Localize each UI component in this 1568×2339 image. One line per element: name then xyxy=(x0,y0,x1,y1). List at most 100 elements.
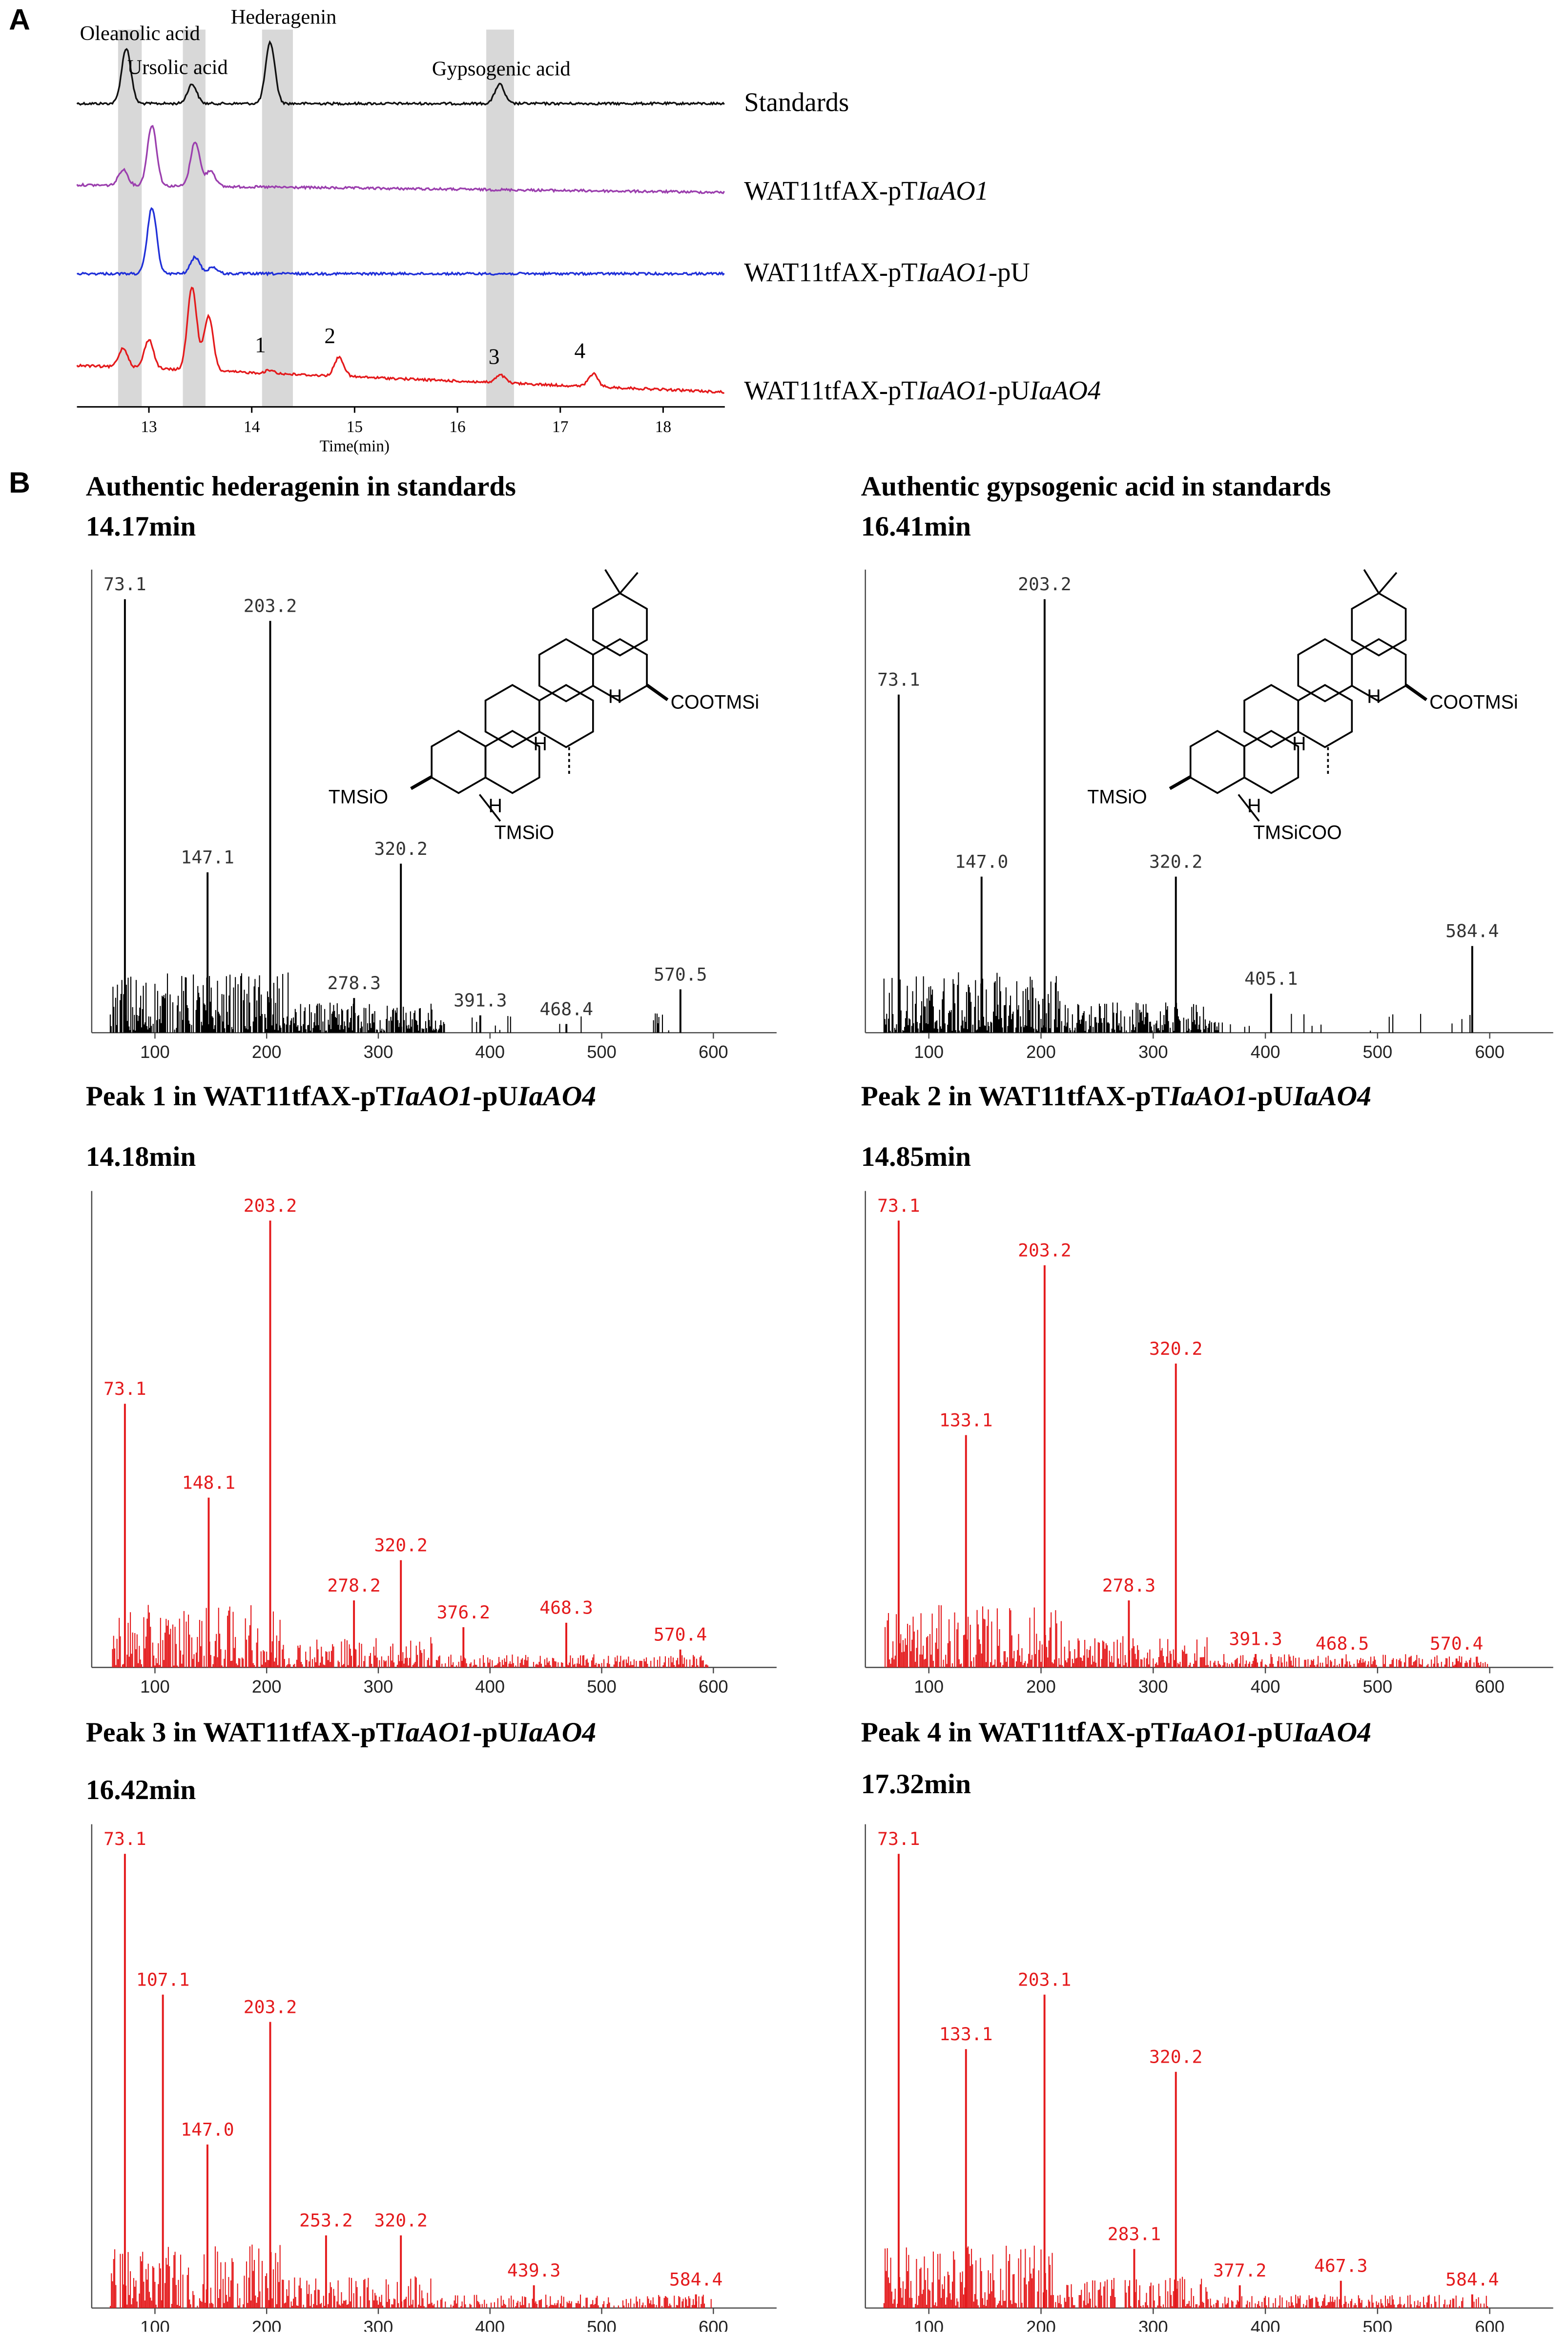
peak-label: 253.2 xyxy=(299,2210,352,2231)
peak-label: 73.1 xyxy=(877,1828,920,1849)
x-tick-label: 400 xyxy=(475,2317,505,2332)
peak-label: 147.0 xyxy=(955,851,1008,872)
label-part: -pU xyxy=(473,1081,518,1112)
x-tick-label: 500 xyxy=(587,1677,617,1697)
label-part: Peak 4 in WAT11tfAX-pT xyxy=(861,1717,1170,1748)
highlight-band xyxy=(262,29,293,407)
highlight-band xyxy=(486,29,514,407)
wedge-bond xyxy=(1404,683,1427,702)
x-tick-label: 13 xyxy=(141,418,157,436)
x-tick-label: 500 xyxy=(587,1042,617,1062)
x-tick-label: 200 xyxy=(1026,1042,1056,1062)
label-part: IaAO4 xyxy=(517,1081,596,1112)
peak-label: 320.2 xyxy=(374,838,427,859)
label-part: IaAO1 xyxy=(917,176,989,206)
x-tick-label: 100 xyxy=(914,2317,944,2332)
hydrogen-label: H xyxy=(489,795,502,817)
x-tick-label: 400 xyxy=(1251,1042,1280,1062)
hydrogen-label: H xyxy=(1367,685,1381,707)
substituent-label: TMSiCOO xyxy=(1253,822,1342,843)
peak-label: 278.2 xyxy=(327,1575,380,1596)
ring xyxy=(592,592,648,657)
x-tick-label: 600 xyxy=(699,2317,728,2332)
x-tick-label: 400 xyxy=(475,1677,505,1697)
x-tick-label: 500 xyxy=(587,2317,617,2332)
x-tick-label: 400 xyxy=(1251,2317,1280,2332)
peak-label: 278.3 xyxy=(1102,1575,1155,1596)
trace-line xyxy=(76,124,725,194)
x-tick-label: 17 xyxy=(552,418,568,436)
ring xyxy=(1351,638,1407,703)
wedge-bond xyxy=(1169,775,1192,790)
wedge-bond xyxy=(410,775,433,790)
spectrum-time: 16.42min xyxy=(86,1775,196,1805)
compound-label: Gypsogenic acid xyxy=(432,58,571,81)
peak-label: 570.4 xyxy=(1430,1633,1483,1654)
x-tick-label: 500 xyxy=(1363,1042,1393,1062)
x-tick-label: 18 xyxy=(655,418,671,436)
ring xyxy=(431,729,487,794)
spectrum-title: Peak 3 in WAT11tfAX-pTIaAO1-pUIaAO4 xyxy=(86,1717,596,1748)
ring xyxy=(1297,638,1353,703)
trace-label: Standards xyxy=(744,87,849,117)
spectrum-time: 14.17min xyxy=(86,511,196,542)
panel-label-b: B xyxy=(9,466,30,499)
x-tick-label: 500 xyxy=(1363,1677,1393,1697)
panel-a-chromatogram: 13 14 15 16 17 18Time(min)StandardsWAT11tfAX-… xyxy=(76,5,1101,455)
substituent-label: TMSiO xyxy=(329,787,388,808)
peak-label: 203.2 xyxy=(244,596,297,617)
trace-label: WAT11tfAX-pTIaAO1-pU xyxy=(744,257,1030,287)
ring xyxy=(484,729,540,794)
x-tick-label: 600 xyxy=(699,1042,728,1062)
peak-label: 203.2 xyxy=(244,1996,297,2017)
spectrum-title: Peak 4 in WAT11tfAX-pTIaAO1-pUIaAO4 xyxy=(861,1717,1371,1748)
label-part: WAT11tfAX-pT xyxy=(744,257,917,287)
label-part: -pU xyxy=(473,1717,518,1748)
methyl-bond xyxy=(604,569,621,594)
x-tick-label: 300 xyxy=(1138,1677,1168,1697)
trace-label: WAT11tfAX-pTIaAO1 xyxy=(744,176,989,206)
ring xyxy=(538,684,594,748)
x-tick-label: 500 xyxy=(1363,2317,1393,2332)
x-tick-label: 15 xyxy=(347,418,363,436)
peak-label: 584.4 xyxy=(1445,921,1499,942)
x-tick-label: 300 xyxy=(1138,2317,1168,2332)
trace-line xyxy=(77,207,725,277)
peak-label: 73.1 xyxy=(103,1378,146,1399)
peak-label: 203.1 xyxy=(1018,1969,1071,1990)
label-part: IaAO4 xyxy=(517,1717,596,1748)
peak-label: 203.2 xyxy=(244,1195,297,1216)
x-tick-label: 200 xyxy=(252,1677,282,1697)
x-tick-label: 14 xyxy=(244,418,260,436)
peak-number-label: 4 xyxy=(574,338,585,363)
x-tick-label: 300 xyxy=(364,1677,393,1697)
substituent-label: TMSiO xyxy=(1087,787,1147,808)
x-tick-label: 100 xyxy=(140,2317,170,2332)
ring xyxy=(1243,729,1300,794)
peak-label: 468.3 xyxy=(539,1597,593,1618)
methyl-bond xyxy=(1363,569,1380,594)
peak-label: 203.2 xyxy=(1018,1240,1071,1261)
label-part: Authentic hederagenin in standards xyxy=(86,471,516,502)
label-part: IaAO4 xyxy=(1293,1081,1371,1112)
spectrum-panel: Authentic hederagenin in standards 14.17m… xyxy=(86,471,777,1062)
chemical-structure: COOTMSi TMSiO TMSiCOO H H H xyxy=(1087,569,1518,843)
peak-label: 203.2 xyxy=(1018,574,1071,595)
peak-label: 376.2 xyxy=(437,1602,490,1623)
spectrum-panel: Peak 3 in WAT11tfAX-pTIaAO1-pUIaAO4 16.42… xyxy=(86,1717,777,2337)
panel-b-mass-spectra: Authentic hederagenin in standards 14.17m… xyxy=(86,471,1553,2337)
hydrogen-label: H xyxy=(1247,795,1261,817)
x-tick-label: 600 xyxy=(1475,1042,1505,1062)
label-part: -pU xyxy=(989,257,1030,287)
peak-label: 73.1 xyxy=(877,1195,920,1216)
x-tick-label: 300 xyxy=(364,2317,393,2332)
peak-label: 405.1 xyxy=(1244,968,1298,989)
compound-label: Oleanolic acid xyxy=(80,22,200,45)
peak-label: 570.4 xyxy=(654,1624,707,1645)
label-part: IaAO1 xyxy=(1169,1081,1248,1112)
ring xyxy=(1351,592,1407,657)
label-part: WAT11tfAX-pT xyxy=(744,375,917,405)
spectrum-time: 14.85min xyxy=(861,1141,971,1172)
